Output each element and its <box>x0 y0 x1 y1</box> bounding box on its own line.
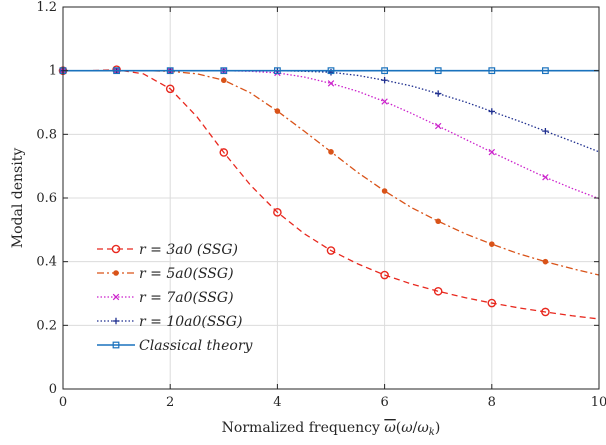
legend-label: r = 10a0(SSG) <box>139 314 242 330</box>
series-3 <box>59 67 600 153</box>
legend-label: Classical theory <box>139 338 254 354</box>
data-point <box>542 127 549 135</box>
x-axis-title-slash: / <box>413 420 418 436</box>
x-axis-title-subscript: k <box>429 427 435 438</box>
data-point <box>434 122 442 130</box>
data-point <box>328 149 334 155</box>
legend-item: r = 3a0 (SSG) <box>97 242 238 258</box>
data-point <box>326 246 336 255</box>
legend-item: Classical theory <box>97 338 254 354</box>
x-axis-title-omega-bar: ω <box>384 420 396 436</box>
x-tick-label: 4 <box>273 395 281 410</box>
x-axis-title-omega-k: ω <box>417 420 429 436</box>
data-point <box>327 80 335 87</box>
data-point <box>435 90 442 97</box>
y-tick-label: 0.6 <box>36 191 57 206</box>
data-point <box>381 188 388 194</box>
y-tick-label: 0.4 <box>36 255 57 270</box>
y-tick-label: 1 <box>49 64 57 79</box>
grid-lines <box>62 6 600 390</box>
x-tick-label: 2 <box>166 395 174 410</box>
data-point <box>221 77 227 84</box>
data-point <box>381 67 388 75</box>
legend-label: r = 5a0(SSG) <box>139 266 234 282</box>
legend-item: r = 10a0(SSG) <box>97 314 242 330</box>
x-tick-label: 10 <box>591 395 606 410</box>
data-point <box>488 67 496 75</box>
data-point <box>488 108 495 115</box>
legend-item: r = 7a0(SSG) <box>97 290 234 306</box>
y-tick-label: 1.2 <box>36 0 57 15</box>
x-tick-label: 0 <box>59 395 67 410</box>
x-axis-title-close: ) <box>435 420 440 436</box>
x-axis-title-omega: ω <box>401 420 413 436</box>
data-point <box>381 77 388 84</box>
legend-item: r = 5a0(SSG) <box>97 266 234 282</box>
x-axis-title-text: Normalized frequency <box>222 420 385 436</box>
data-point <box>274 67 281 75</box>
data-point <box>542 174 549 181</box>
data-point <box>220 67 228 75</box>
x-axis-title-paren: ( <box>396 420 401 436</box>
data-point <box>433 286 443 296</box>
data-point <box>435 218 442 225</box>
legend-marker <box>112 293 120 301</box>
x-axis-title: Normalized frequency ω(ω/ωk) <box>222 420 441 438</box>
data-point <box>113 67 121 75</box>
data-point <box>541 67 549 75</box>
legend-marker <box>111 244 121 254</box>
data-point <box>541 307 550 317</box>
legend-marker <box>112 341 120 349</box>
series-line <box>63 70 600 153</box>
x-tick-label: 6 <box>380 395 388 410</box>
axis-ticks: 0 2 4 6 8 10 0 0.2 0.4 0.6 0.8 1 1.2 <box>36 0 606 410</box>
data-point <box>274 108 281 114</box>
data-point <box>488 241 495 247</box>
legend-label: r = 3a0 (SSG) <box>139 242 238 258</box>
data-point <box>219 148 229 157</box>
legend-marker <box>113 270 119 276</box>
data-point <box>380 270 389 280</box>
y-tick-label: 0.8 <box>36 127 57 142</box>
data-point <box>273 208 282 217</box>
y-axis-title: Modal density <box>10 148 26 249</box>
series-0 <box>58 65 600 320</box>
data-point <box>165 84 175 94</box>
y-tick-label: 0.2 <box>36 318 57 333</box>
series-4 <box>59 67 599 75</box>
series-group <box>58 65 600 320</box>
data-point <box>488 148 496 156</box>
y-tick-label: 0 <box>49 382 57 397</box>
data-point <box>487 298 497 308</box>
series-line <box>63 69 600 320</box>
legend: r = 3a0 (SSG) r = 5a0(SSG) r = 7a0(SSG) r =… <box>97 242 254 354</box>
x-tick-label: 8 <box>488 395 496 410</box>
legend-label: r = 7a0(SSG) <box>139 290 234 306</box>
data-point <box>381 98 388 105</box>
legend-marker <box>112 317 120 325</box>
data-point <box>434 67 442 75</box>
data-point <box>166 67 174 75</box>
data-point <box>542 258 549 265</box>
data-point <box>327 67 335 75</box>
series-2 <box>59 67 600 200</box>
